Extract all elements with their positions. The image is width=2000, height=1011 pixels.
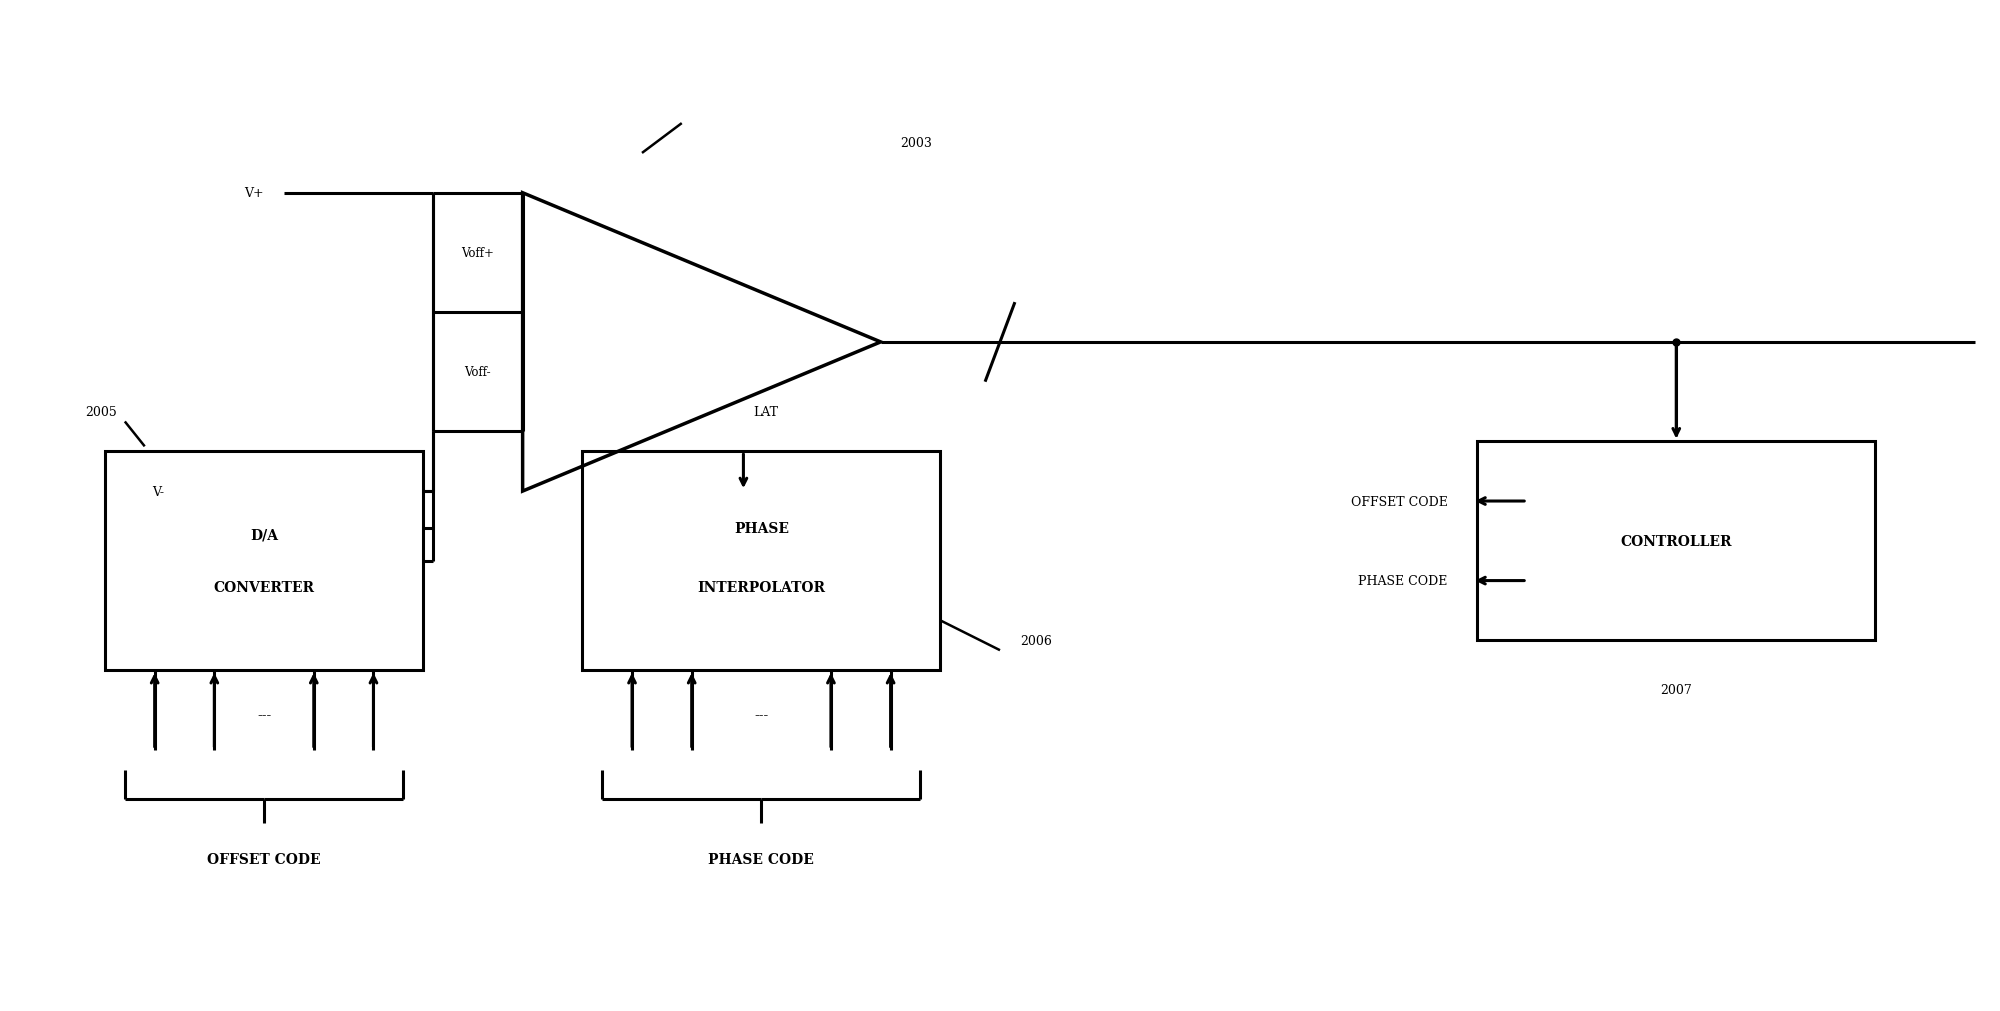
Text: OFFSET CODE: OFFSET CODE: [1350, 495, 1448, 508]
Text: ---: ---: [754, 708, 768, 722]
Text: V+: V+: [244, 187, 264, 200]
Bar: [1478, 442, 1876, 641]
Text: INTERPOLATOR: INTERPOLATOR: [698, 580, 826, 594]
Text: CONVERTER: CONVERTER: [214, 580, 314, 594]
Text: 2007: 2007: [1660, 683, 1692, 697]
Bar: [104, 452, 424, 670]
Text: ---: ---: [256, 708, 272, 722]
Text: 2003: 2003: [900, 137, 932, 151]
Text: PHASE CODE: PHASE CODE: [708, 852, 814, 866]
Text: LAT: LAT: [754, 405, 778, 419]
Text: PHASE CODE: PHASE CODE: [1358, 574, 1448, 587]
Text: 2006: 2006: [1020, 634, 1052, 647]
Text: Voff-: Voff-: [464, 366, 492, 379]
Bar: [582, 452, 940, 670]
Text: CONTROLLER: CONTROLLER: [1620, 534, 1732, 548]
Text: OFFSET CODE: OFFSET CODE: [208, 852, 320, 866]
Text: 2005: 2005: [86, 405, 116, 419]
Text: V-: V-: [152, 485, 164, 498]
Text: PHASE: PHASE: [734, 522, 788, 536]
Text: D/A: D/A: [250, 528, 278, 542]
Text: Voff+: Voff+: [462, 247, 494, 260]
